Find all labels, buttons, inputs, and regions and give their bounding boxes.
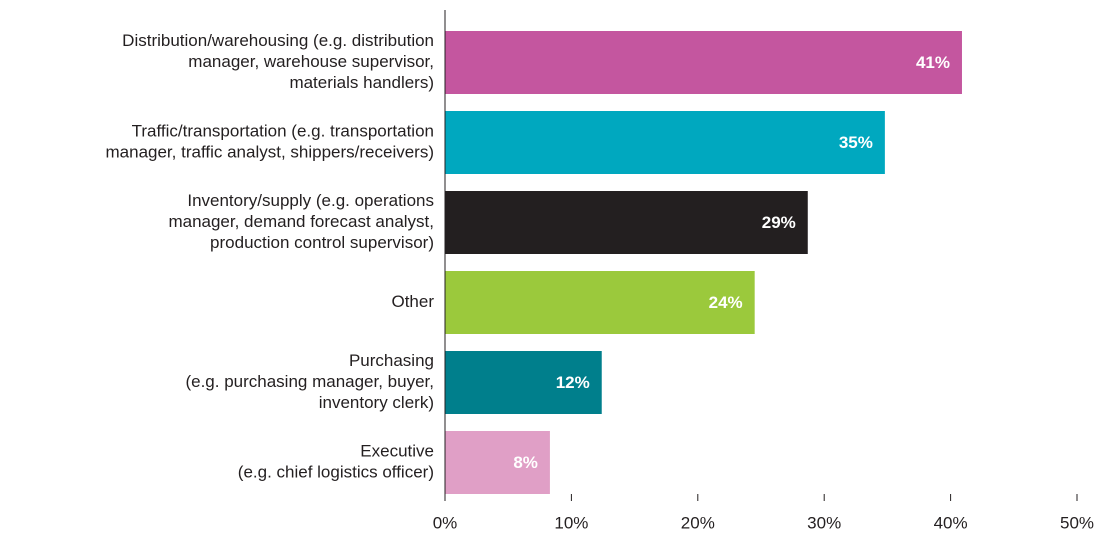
value-label: 29% bbox=[762, 213, 796, 232]
category-label: manager, warehouse supervisor, bbox=[188, 52, 434, 71]
bar bbox=[445, 431, 550, 494]
bar bbox=[445, 111, 885, 174]
category-label: (e.g. purchasing manager, buyer, bbox=[185, 372, 434, 391]
category-label: manager, demand forecast analyst, bbox=[168, 212, 434, 231]
x-tick-label: 50% bbox=[1060, 513, 1094, 532]
value-label: 24% bbox=[709, 293, 743, 312]
value-label: 35% bbox=[839, 133, 873, 152]
category-label: manager, traffic analyst, shippers/recei… bbox=[106, 142, 435, 161]
x-tick-label: 20% bbox=[681, 513, 715, 532]
bar bbox=[445, 351, 602, 414]
category-label: Inventory/supply (e.g. operations bbox=[187, 191, 434, 210]
category-label: Executive bbox=[360, 441, 434, 460]
bar bbox=[445, 31, 962, 94]
category-label: inventory clerk) bbox=[319, 393, 434, 412]
category-label: (e.g. chief logistics officer) bbox=[238, 462, 434, 481]
value-label: 12% bbox=[556, 373, 590, 392]
value-label: 41% bbox=[916, 53, 950, 72]
category-label: materials handlers) bbox=[289, 73, 434, 92]
x-tick-label: 30% bbox=[807, 513, 841, 532]
category-label: Other bbox=[391, 292, 434, 311]
category-label: production control supervisor) bbox=[210, 233, 434, 252]
x-tick-label: 10% bbox=[554, 513, 588, 532]
bar bbox=[445, 271, 755, 334]
category-label: Purchasing bbox=[349, 351, 434, 370]
category-label: Traffic/transportation (e.g. transportat… bbox=[132, 121, 434, 140]
bar bbox=[445, 191, 808, 254]
value-label: 8% bbox=[513, 453, 538, 472]
x-tick-label: 40% bbox=[934, 513, 968, 532]
x-tick-label: 0% bbox=[433, 513, 458, 532]
category-label: Distribution/warehousing (e.g. distribut… bbox=[122, 31, 434, 50]
